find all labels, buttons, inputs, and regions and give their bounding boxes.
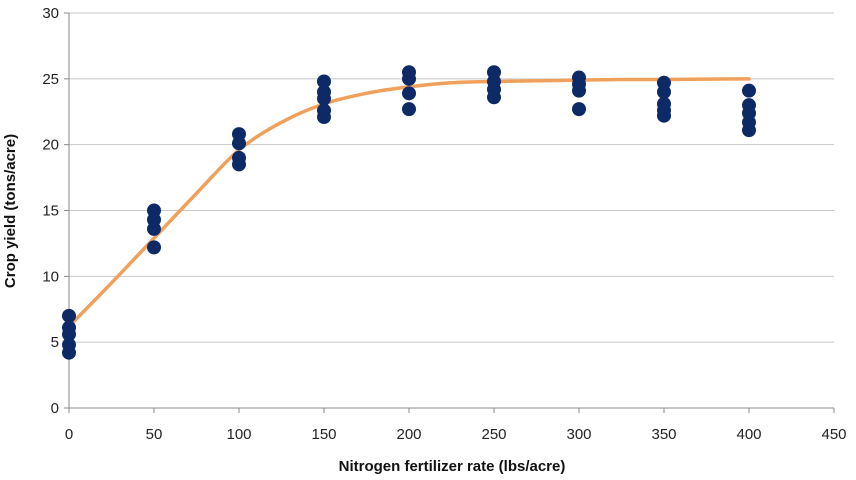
y-tick-label: 20	[42, 137, 59, 154]
data-point	[317, 91, 331, 106]
x-tick-labels: 0 50 100 150 200 250 300 350 400 450	[65, 426, 847, 443]
data-point	[572, 83, 586, 98]
data-point	[317, 110, 331, 125]
x-tick-label: 0	[65, 426, 73, 443]
y-axis-title: Crop yield (tons/acre)	[2, 134, 19, 288]
y-tick-label: 15	[42, 203, 59, 220]
y-tick-labels: 0 5 10 15 20 25 30	[42, 5, 59, 417]
data-point	[572, 102, 586, 117]
gridlines	[69, 12, 834, 343]
x-tick-label: 300	[566, 426, 591, 443]
x-tick-label: 50	[146, 426, 163, 443]
data-point	[317, 74, 331, 89]
data-point	[487, 90, 501, 105]
data-point	[147, 221, 161, 236]
data-point	[742, 83, 756, 98]
data-point	[62, 327, 76, 342]
data-point	[232, 136, 246, 151]
data-point	[402, 102, 416, 117]
data-point	[147, 240, 161, 255]
x-tick-label: 150	[311, 426, 336, 443]
x-tick-label: 200	[396, 426, 421, 443]
y-tick-label: 25	[42, 71, 59, 88]
data-point	[657, 85, 671, 99]
data-point	[402, 86, 416, 101]
data-point	[232, 157, 246, 172]
data-point	[62, 345, 76, 360]
data-point	[657, 108, 671, 123]
x-tick-label: 400	[736, 426, 761, 443]
x-tick-label: 350	[651, 426, 676, 443]
x-tick-label: 100	[226, 426, 251, 443]
x-tick-label: 450	[821, 426, 846, 443]
y-tick-label: 0	[51, 400, 59, 417]
y-tick-label: 10	[42, 268, 59, 285]
data-point	[742, 123, 756, 138]
y-tick-label: 30	[42, 5, 59, 22]
data-point	[402, 71, 416, 86]
data-point	[62, 308, 76, 323]
y-tick-label: 5	[51, 334, 59, 351]
x-tick-label: 250	[481, 426, 506, 443]
data-points-layer	[62, 65, 756, 360]
x-axis-title: Nitrogen fertilizer rate (lbs/acre)	[339, 458, 566, 475]
